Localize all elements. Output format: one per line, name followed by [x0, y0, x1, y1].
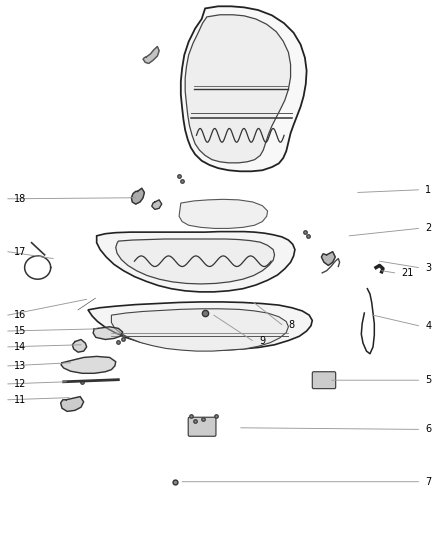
Text: 2: 2: [425, 223, 431, 233]
Text: 6: 6: [425, 424, 431, 434]
Text: 15: 15: [14, 326, 27, 336]
Polygon shape: [185, 15, 290, 163]
Polygon shape: [61, 357, 116, 373]
Text: 5: 5: [425, 375, 431, 385]
Text: 8: 8: [288, 320, 294, 330]
Text: 17: 17: [14, 247, 27, 257]
FancyBboxPatch shape: [188, 417, 216, 436]
Polygon shape: [181, 6, 307, 171]
Polygon shape: [60, 397, 84, 411]
Polygon shape: [97, 232, 295, 292]
Text: 3: 3: [425, 263, 431, 272]
Text: 12: 12: [14, 379, 27, 389]
Text: 1: 1: [425, 185, 431, 195]
Polygon shape: [321, 252, 335, 265]
Polygon shape: [143, 46, 159, 63]
Polygon shape: [93, 327, 123, 340]
Polygon shape: [152, 200, 162, 209]
Polygon shape: [111, 309, 288, 351]
Polygon shape: [179, 199, 268, 229]
Polygon shape: [72, 340, 87, 352]
Text: 18: 18: [14, 194, 26, 204]
Text: 7: 7: [425, 477, 431, 487]
Polygon shape: [88, 302, 312, 350]
Polygon shape: [131, 188, 145, 204]
Text: 14: 14: [14, 342, 26, 352]
Text: 13: 13: [14, 361, 26, 371]
Text: 16: 16: [14, 310, 26, 320]
Text: 21: 21: [401, 268, 413, 278]
Text: 9: 9: [259, 336, 265, 345]
Text: 11: 11: [14, 395, 26, 405]
Text: 4: 4: [425, 321, 431, 331]
FancyBboxPatch shape: [312, 372, 336, 389]
Polygon shape: [116, 239, 275, 284]
